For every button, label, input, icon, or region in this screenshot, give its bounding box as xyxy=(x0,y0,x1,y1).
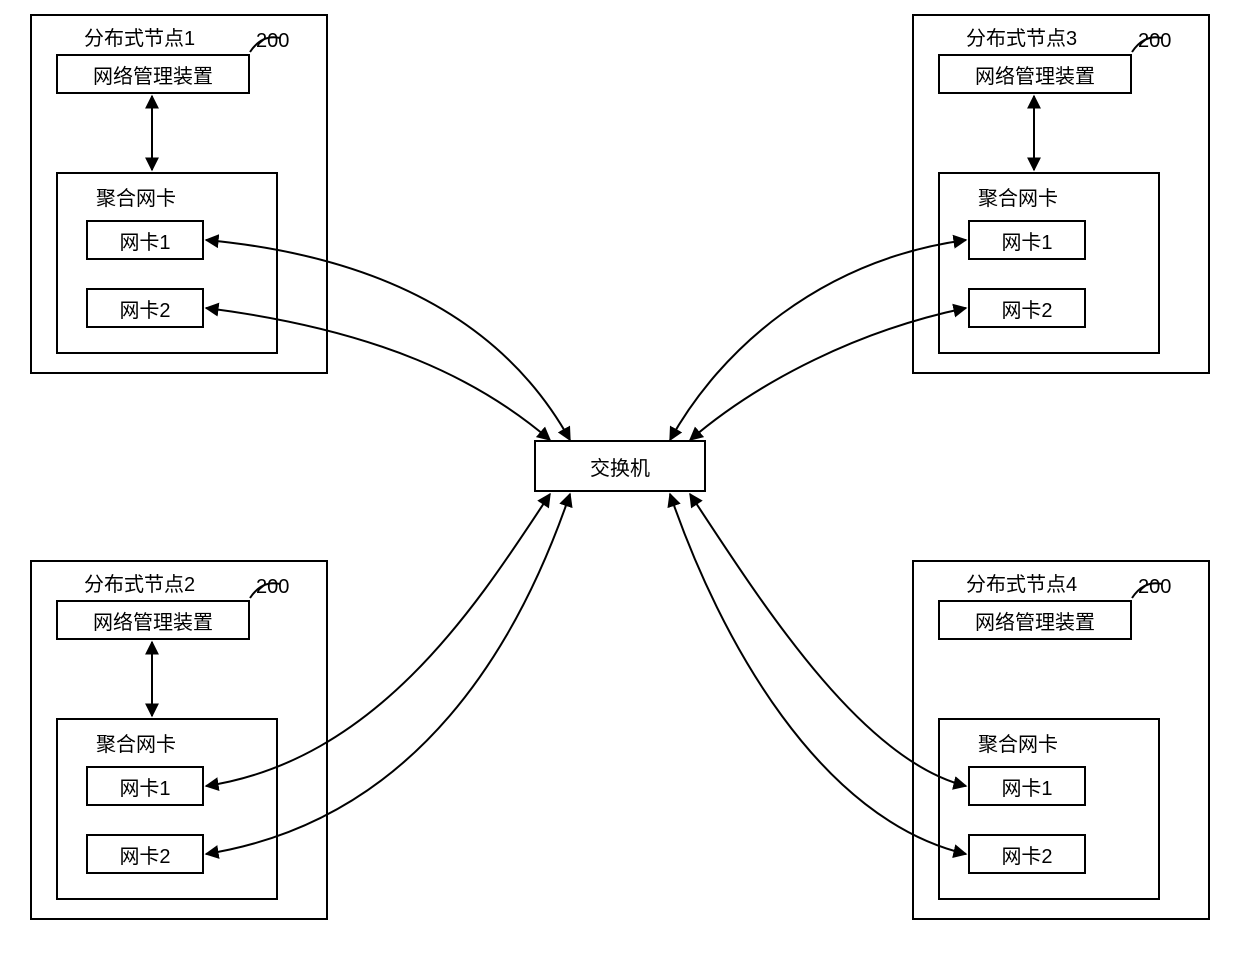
node-3-ref: 200 xyxy=(1138,30,1171,53)
node-4-nic-2: 网卡2 xyxy=(968,834,1086,874)
node-1-nic-1: 网卡1 xyxy=(86,220,204,260)
node-3-title: 分布式节点3 xyxy=(966,22,1077,51)
node-2-mgmt: 网络管理装置 xyxy=(56,600,250,640)
node-4-nic-1-label: 网卡1 xyxy=(1001,772,1052,801)
node-2-nic-2-label: 网卡2 xyxy=(119,840,170,869)
node-4-ref: 200 xyxy=(1138,576,1171,599)
node-1-mgmt: 网络管理装置 xyxy=(56,54,250,94)
node-4-nic-2-label: 网卡2 xyxy=(1001,840,1052,869)
node-4-mgmt: 网络管理装置 xyxy=(938,600,1132,640)
node-2-mgmt-label: 网络管理装置 xyxy=(93,606,213,635)
node-3-nic-2: 网卡2 xyxy=(968,288,1086,328)
switch-label: 交换机 xyxy=(590,452,650,481)
node-4-agg-title: 聚合网卡 xyxy=(978,728,1058,757)
node-3-mgmt-label: 网络管理装置 xyxy=(975,60,1095,89)
node-4-title: 分布式节点4 xyxy=(966,568,1077,597)
node-2-ref: 200 xyxy=(256,576,289,599)
node-4-nic-1: 网卡1 xyxy=(968,766,1086,806)
node-3-mgmt: 网络管理装置 xyxy=(938,54,1132,94)
node-2-nic-2: 网卡2 xyxy=(86,834,204,874)
node-1-nic-2-label: 网卡2 xyxy=(119,294,170,323)
node-3-nic-2-label: 网卡2 xyxy=(1001,294,1052,323)
node-2-title: 分布式节点2 xyxy=(84,568,195,597)
node-1-ref: 200 xyxy=(256,30,289,53)
switch-box: 交换机 xyxy=(534,440,706,492)
node-1-agg-title: 聚合网卡 xyxy=(96,182,176,211)
node-2-nic-1: 网卡1 xyxy=(86,766,204,806)
node-1-mgmt-label: 网络管理装置 xyxy=(93,60,213,89)
node-3-nic-1-label: 网卡1 xyxy=(1001,226,1052,255)
node-4-mgmt-label: 网络管理装置 xyxy=(975,606,1095,635)
node-1-nic-1-label: 网卡1 xyxy=(119,226,170,255)
node-1-nic-2: 网卡2 xyxy=(86,288,204,328)
node-1-title: 分布式节点1 xyxy=(84,22,195,51)
node-2-nic-1-label: 网卡1 xyxy=(119,772,170,801)
node-3-nic-1: 网卡1 xyxy=(968,220,1086,260)
node-3-agg-title: 聚合网卡 xyxy=(978,182,1058,211)
node-2-agg-title: 聚合网卡 xyxy=(96,728,176,757)
